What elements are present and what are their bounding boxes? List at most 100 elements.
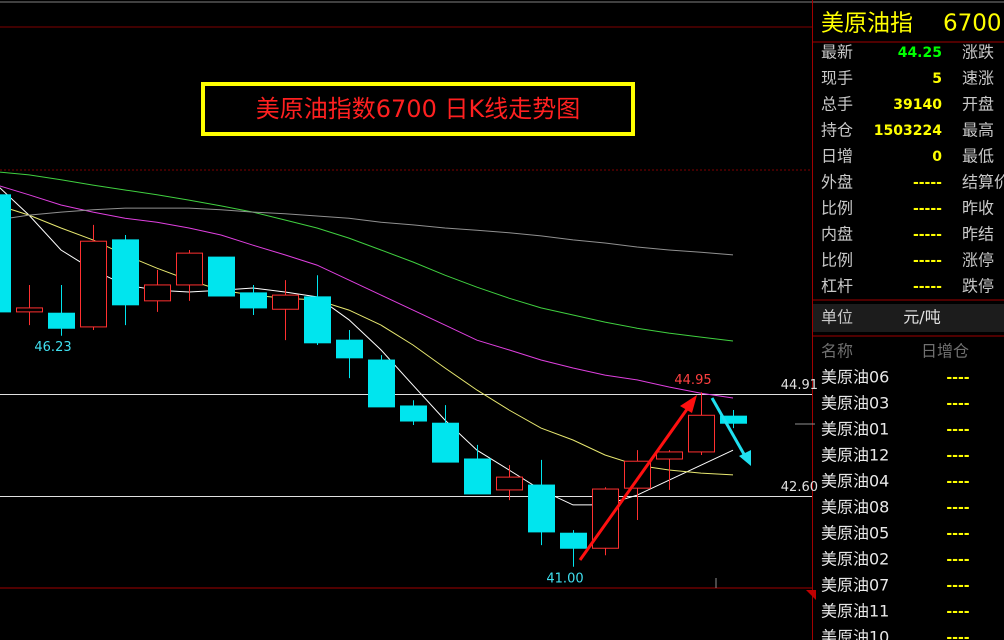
quote-label: 结算价 [962,173,1004,192]
contract-name: 美原油11 [821,602,889,621]
unit-band [813,304,1004,332]
candle-body [688,414,715,453]
contract-change: ---- [946,422,969,438]
contract-change: ---- [946,604,969,620]
contract-name: 美原油06 [821,368,889,387]
ma-line [0,187,734,506]
candle-body [368,359,395,408]
contract-change: ---- [946,552,969,568]
quote-value: 44.25 [898,45,942,61]
instrument-code: 6700 [943,11,1002,37]
quote-label: 外盘 [821,173,853,192]
ma-line [0,171,734,342]
quote-label: 日增 [821,147,853,166]
contract-name: 美原油08 [821,498,889,517]
contract-name: 美原油05 [821,524,889,543]
contract-name: 美原油03 [821,394,889,413]
instrument-name: 美原油指 [821,11,913,37]
trend-arrow [710,397,747,457]
quote-value: ----- [913,279,942,295]
quote-label: 总手 [821,95,853,114]
quote-value: ----- [913,201,942,217]
quote-label: 比例 [821,199,853,218]
contract-name: 美原油04 [821,472,889,491]
quote-value: ----- [913,253,942,269]
contract-change: ---- [946,630,969,640]
price-annotation: 41.00 [546,571,583,586]
contract-change: ---- [946,448,969,464]
candle-body [0,194,11,313]
quote-value: 0 [932,149,942,165]
contract-name: 美原油02 [821,550,889,569]
candle-body [528,484,555,533]
contract-name: 美原油07 [821,576,889,595]
candle-body [496,476,523,491]
quote-label: 比例 [821,251,853,270]
price-annotation: 44.95 [674,373,711,388]
quote-label: 涨跌 [962,43,994,62]
quote-label: 现手 [821,69,853,88]
arrow-head [680,395,697,413]
contract-change: ---- [946,526,969,542]
quote-label: 最低 [962,147,994,166]
ma-line [0,207,734,256]
quote-label: 跌停 [962,277,994,296]
candle-body [16,307,43,313]
quote-value: 5 [932,71,942,87]
contract-name: 美原油12 [821,446,889,465]
contract-name: 美原油01 [821,420,889,439]
candle-body [304,296,331,344]
quote-value: 39140 [893,97,942,113]
quote-label: 最高 [962,121,994,140]
reference-label: 42.60 [781,480,818,495]
candle-body [464,458,491,495]
candle-body [112,239,139,306]
quote-value: ----- [913,175,942,191]
quote-value: 1503224 [874,123,942,139]
candle-body [144,284,171,302]
quote-label: 最新 [821,43,853,62]
corner-marker [806,590,816,600]
list-header: 名称 [821,342,853,361]
ma-line [0,185,734,399]
candle-body [400,405,427,422]
candle-body [176,252,203,286]
quote-label: 昨收 [962,199,994,218]
contract-change: ---- [946,396,969,412]
candle-body [80,240,107,328]
trend-arrow [578,404,692,561]
chart-title: 美原油指数6700 日K线走势图 [256,95,580,123]
contract-change: ---- [946,500,969,516]
reference-label: 44.91 [781,378,818,393]
quote-label: 持仓 [821,121,853,140]
unit-label: 单位 [821,308,853,327]
quote-label: 开盘 [962,95,994,114]
plot-area: 44.91 42.60 46.23 44.95 41.00 [0,171,818,586]
contract-change: ---- [946,578,969,594]
quote-label: 速涨 [962,69,994,88]
candle-body [208,256,235,297]
candle-body [560,532,587,549]
list-header: 日增仓 [921,342,969,361]
candle-body [336,339,363,359]
price-annotation: 46.23 [34,340,71,355]
candle-body [720,415,747,424]
candle-body [272,294,299,310]
quote-label: 内盘 [821,225,853,244]
title-box [201,82,635,136]
quote-label: 昨结 [962,225,994,244]
contract-change: ---- [946,474,969,490]
candle-body [656,451,683,460]
unit-value: 元/吨 [903,308,940,327]
quote-label: 杠杆 [821,277,853,296]
candle-body [240,292,267,309]
contract-change: ---- [946,370,969,386]
candle-body [432,422,459,463]
candle-body [48,312,75,329]
quote-value: ----- [913,227,942,243]
contract-name: 美原油10 [821,628,889,640]
arrow-head [739,450,751,466]
